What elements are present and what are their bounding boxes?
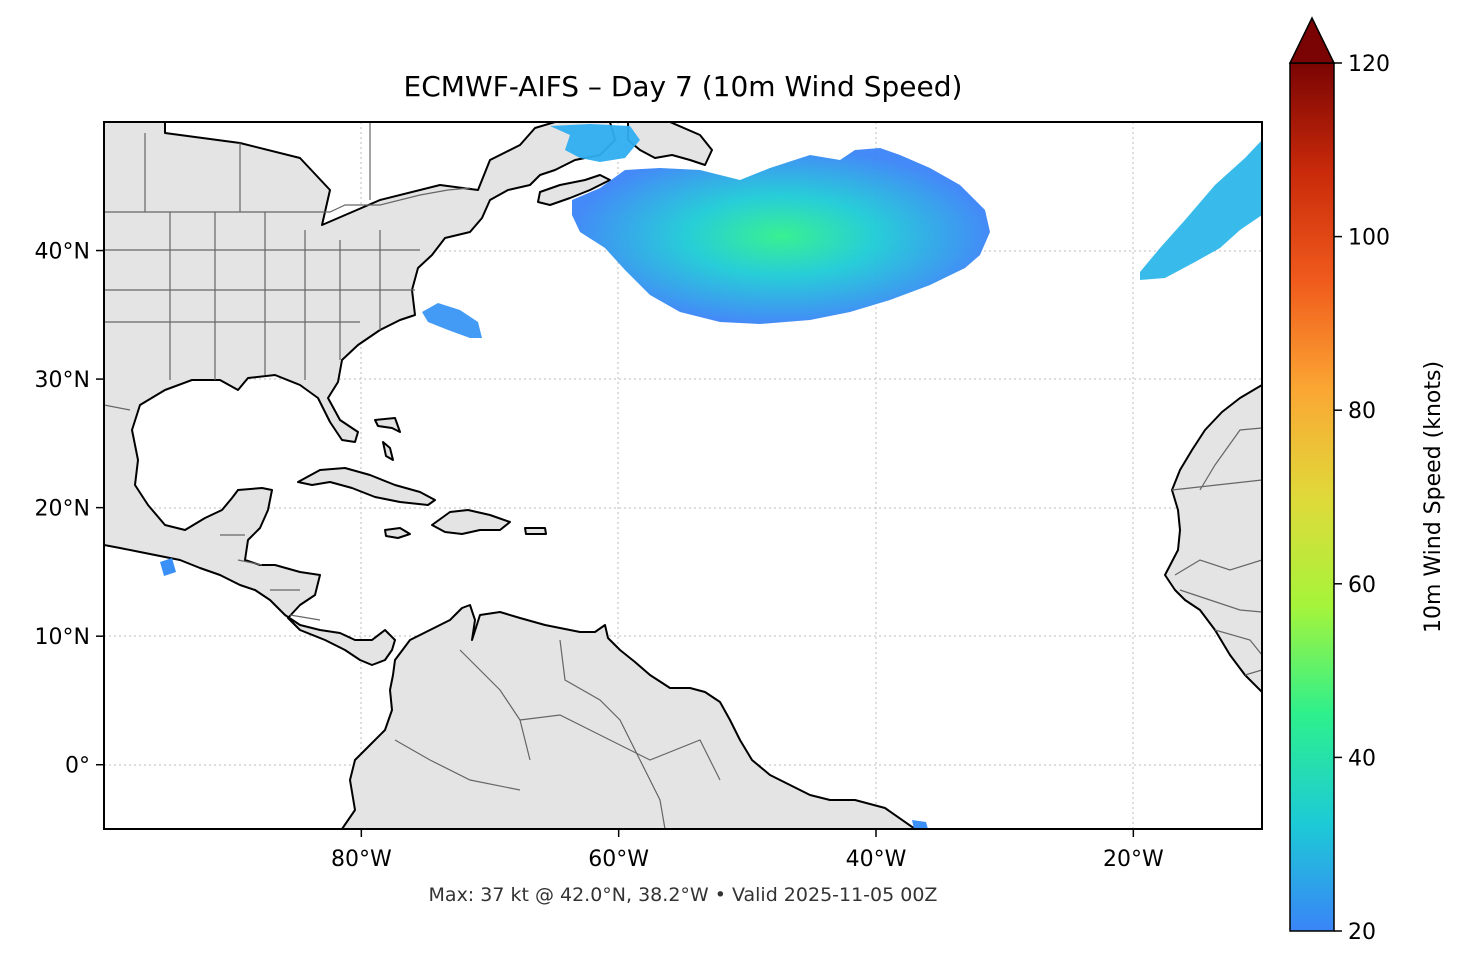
- land-cuba: [297, 467, 436, 506]
- land-bahamas-2: [382, 441, 394, 461]
- wind-region-north: [550, 124, 640, 162]
- land-puerto-rico: [524, 527, 547, 535]
- land-africa: [1164, 384, 1262, 693]
- colorbar-ticks: 20 40 60 80 100 120: [1334, 52, 1390, 945]
- borders: [104, 122, 1262, 829]
- land-south-america: [341, 604, 916, 829]
- border-us-canada: [104, 187, 471, 213]
- border-south-america-2: [559, 639, 666, 829]
- wind-region-east: [1140, 140, 1262, 280]
- colorbar-tick-label: 40: [1348, 746, 1376, 771]
- x-tick-label: 60°W: [588, 847, 649, 872]
- colorbar-tick-label: 100: [1348, 226, 1390, 251]
- colorbar: 20 40 60 80 100 120 10m Wind Speed (knots): [1288, 16, 1446, 945]
- colorbar-extend-arrow: [1288, 16, 1336, 64]
- y-axis-ticks: 40°N 30°N 20°N 10°N 0°: [35, 240, 104, 779]
- border-south-america-4: [394, 739, 521, 791]
- border-south-america-1: [459, 649, 531, 761]
- colorbar-tick-label: 120: [1348, 52, 1390, 77]
- land-bahamas-1: [374, 417, 401, 433]
- y-tick-label: 20°N: [35, 497, 90, 522]
- border-central-america: [270, 589, 321, 621]
- gridlines: [104, 122, 1262, 829]
- y-tick-label: 0°: [65, 754, 90, 779]
- border-africa-3: [1214, 629, 1262, 676]
- border-south-america-3: [519, 714, 721, 781]
- land: [104, 122, 1262, 829]
- land-newfoundland: [627, 122, 713, 166]
- x-axis-ticks: 80°W 60°W 40°W 20°W: [331, 829, 1164, 872]
- x-tick-label: 20°W: [1103, 847, 1164, 872]
- map-footer: Max: 37 kt @ 42.0°N, 38.2°W • Valid 2025…: [428, 884, 938, 906]
- wind-region-main: [572, 148, 990, 324]
- map-title: ECMWF-AIFS – Day 7 (10m Wind Speed): [403, 70, 963, 103]
- land-hispaniola: [431, 509, 511, 535]
- border-canada-prov: [144, 122, 371, 212]
- colorbar-bar: [1289, 62, 1335, 932]
- border-africa-2: [1174, 559, 1262, 613]
- colorbar-label: 10m Wind Speed (knots): [1421, 361, 1446, 633]
- wind-region-brazil: [912, 820, 928, 829]
- y-tick-label: 10°N: [35, 625, 90, 650]
- map-layers: [104, 122, 1262, 829]
- wind-region-pacific: [160, 558, 176, 576]
- y-tick-label: 40°N: [35, 240, 90, 265]
- colorbar-tick-label: 60: [1348, 573, 1376, 598]
- colorbar-tick-label: 80: [1348, 399, 1376, 424]
- border-mexico: [104, 404, 263, 566]
- map-frame: [103, 121, 1263, 830]
- colorbar-tick-label: 20: [1348, 920, 1376, 945]
- land-jamaica: [384, 527, 411, 539]
- y-tick-label: 30°N: [35, 368, 90, 393]
- border-africa-1: [1171, 427, 1262, 491]
- wind-region-bermuda: [422, 303, 482, 338]
- x-tick-label: 80°W: [331, 847, 392, 872]
- wind-field: [160, 124, 1262, 829]
- land-nova-scotia: [537, 174, 611, 206]
- x-tick-label: 40°W: [846, 847, 907, 872]
